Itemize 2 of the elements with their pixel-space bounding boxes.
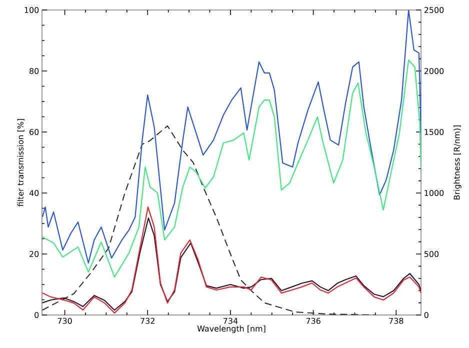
line-series: [42, 125, 376, 315]
line-series: [42, 59, 422, 278]
